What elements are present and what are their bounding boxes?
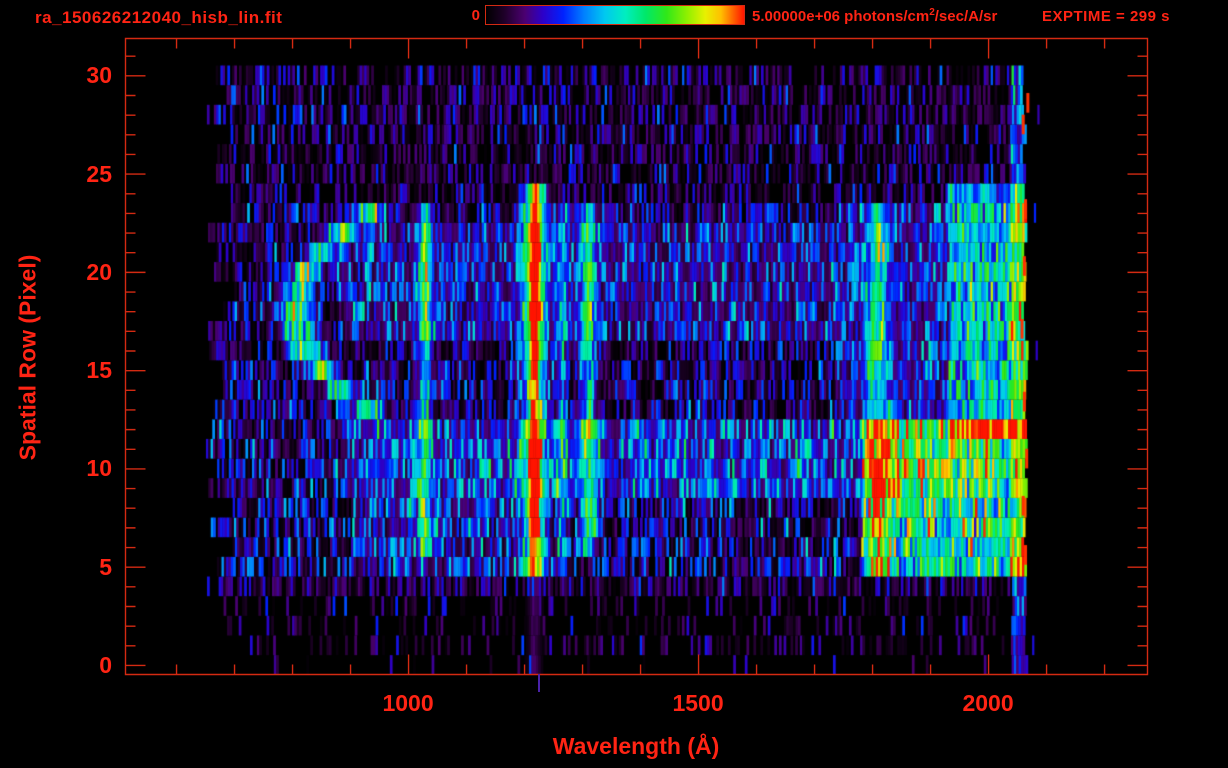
- y-tick-label: 15: [86, 357, 112, 384]
- colorbar-max-label: 5.00000e+06 photons/cm2/sec/A/sr: [752, 7, 997, 25]
- y-tick-label: 0: [99, 651, 112, 678]
- heatmap-canvas: [125, 38, 1147, 674]
- plot-title: ra_150626212040_hisb_lin.fit: [35, 8, 283, 27]
- exptime-label: EXPTIME = 299 s: [1042, 8, 1170, 25]
- x-tick-label: 1500: [672, 690, 724, 716]
- y-axis-title: Spatial Row (Pixel): [14, 254, 41, 461]
- colorbar-min-label: 0: [471, 7, 480, 24]
- x-tick-label: 2000: [962, 690, 1014, 716]
- y-tick-label: 30: [86, 62, 112, 89]
- colorbar-units-sup: 2: [929, 7, 935, 18]
- x-tick-label: 1000: [382, 690, 434, 716]
- colorbar-units-post: /sec/A/sr: [934, 8, 998, 25]
- y-tick-label: 25: [86, 160, 112, 187]
- colorbar: [485, 5, 745, 25]
- y-tick-label: 20: [86, 258, 112, 285]
- colorbar-max-value: 5.00000e+06: [752, 8, 841, 25]
- y-tick-label: 10: [86, 455, 112, 482]
- data-artifact-line: [537, 674, 540, 692]
- y-tick-label: 5: [99, 553, 112, 580]
- colorbar-units-pre: photons/cm: [840, 8, 930, 25]
- x-axis-title: Wavelength (Å): [552, 733, 720, 759]
- colorbar-gradient: [486, 6, 744, 24]
